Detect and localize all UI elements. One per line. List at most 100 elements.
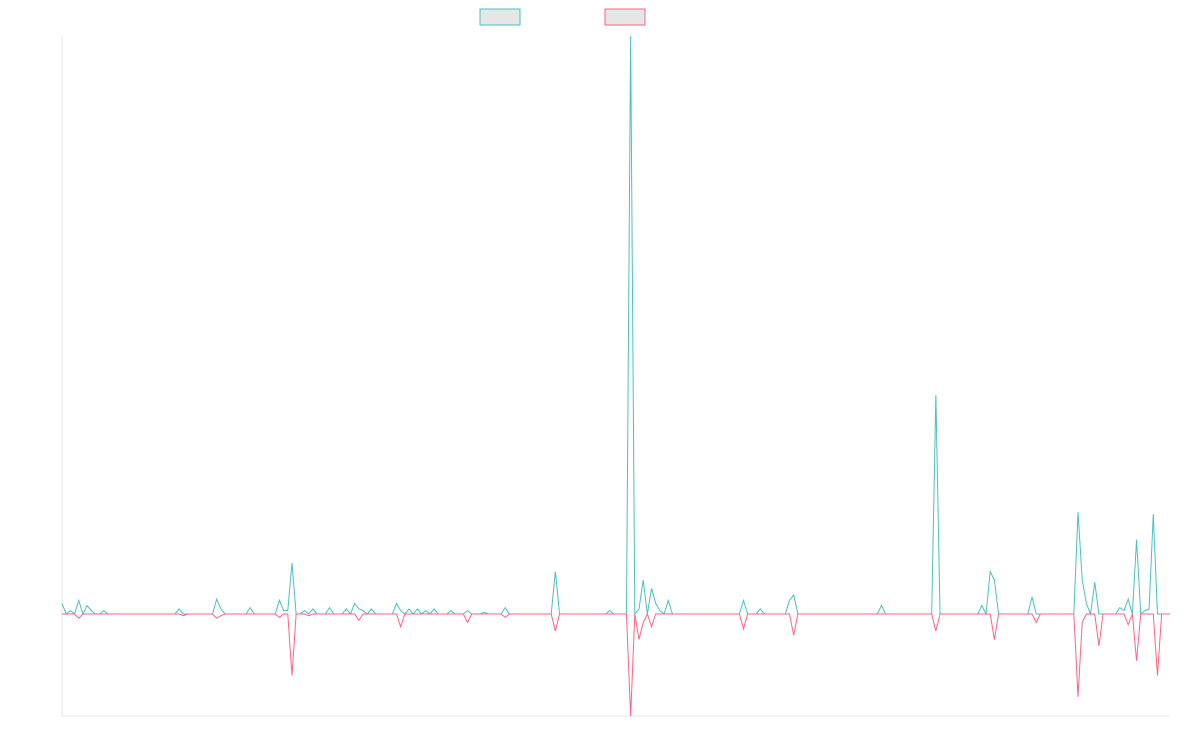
data-point-s1-28[interactable]: [308, 613, 309, 614]
data-point-s1-33[interactable]: [346, 608, 347, 609]
data-point-s1-74[interactable]: [651, 588, 652, 589]
data-point-s1-103[interactable]: [1031, 596, 1032, 597]
data-point-s2-37[interactable]: [638, 639, 639, 640]
data-point-s2-49[interactable]: [935, 630, 936, 631]
data-point-s1-76[interactable]: [659, 610, 660, 611]
data-point-s2-27[interactable]: [471, 613, 472, 614]
data-point-s1-35[interactable]: [354, 603, 355, 604]
data-point-s2-57[interactable]: [1073, 613, 1074, 614]
data-point-s2-59[interactable]: [1082, 622, 1083, 623]
data-point-s1-58[interactable]: [484, 612, 485, 613]
data-point-s2-47[interactable]: [797, 613, 798, 614]
data-point-s1-52[interactable]: [450, 610, 451, 611]
data-point-s2-28[interactable]: [500, 613, 501, 614]
data-point-s1-64[interactable]: [555, 571, 556, 572]
data-point-s1-19[interactable]: [250, 607, 251, 608]
data-point-s1-44[interactable]: [408, 608, 409, 609]
data-point-s2-15[interactable]: [296, 613, 297, 614]
data-point-s1-99[interactable]: [990, 571, 991, 572]
data-point-s1-39[interactable]: [371, 608, 372, 609]
data-point-s2-22[interactable]: [396, 613, 397, 614]
data-point-s2-39[interactable]: [647, 613, 648, 614]
data-point-s1-46[interactable]: [417, 608, 418, 609]
data-point-s2-69[interactable]: [1153, 613, 1154, 614]
data-point-s2-20[interactable]: [358, 620, 359, 621]
data-point-s1-4[interactable]: [78, 600, 79, 601]
data-point-s1-2[interactable]: [70, 610, 71, 611]
data-point-s2-14[interactable]: [291, 675, 292, 676]
data-point-s1-78[interactable]: [668, 600, 669, 601]
data-point-s1-24[interactable]: [287, 610, 288, 611]
data-point-s2-43[interactable]: [743, 628, 744, 629]
data-point-s2-4[interactable]: [183, 615, 184, 616]
data-point-s2-63[interactable]: [1103, 613, 1104, 614]
data-point-s1-29[interactable]: [312, 608, 313, 609]
data-point-s2-13[interactable]: [287, 613, 288, 614]
data-point-s2-9[interactable]: [224, 613, 225, 614]
data-point-s2-56[interactable]: [1040, 613, 1041, 614]
data-point-s2-66[interactable]: [1132, 613, 1133, 614]
data-point-s2-70[interactable]: [1157, 675, 1158, 676]
data-point-s1-27[interactable]: [304, 610, 305, 611]
data-point-s2-25[interactable]: [463, 613, 464, 614]
data-point-s2-38[interactable]: [643, 622, 644, 623]
data-point-s2-54[interactable]: [1031, 613, 1032, 614]
data-point-s1-113[interactable]: [1119, 607, 1120, 608]
data-point-s1-6[interactable]: [86, 605, 87, 606]
data-point-s1-94[interactable]: [935, 395, 936, 396]
data-point-s1-119[interactable]: [1144, 610, 1145, 611]
data-point-s1-110[interactable]: [1094, 582, 1095, 583]
data-point-s1-111[interactable]: [1098, 613, 1099, 614]
data-point-s1-81[interactable]: [743, 600, 744, 601]
data-point-s1-37[interactable]: [362, 610, 363, 611]
data-point-s2-0[interactable]: [61, 613, 62, 614]
data-point-s2-36[interactable]: [634, 613, 635, 614]
data-point-s1-117[interactable]: [1136, 539, 1137, 540]
data-point-s1-67[interactable]: [609, 610, 610, 611]
data-point-s2-8[interactable]: [220, 615, 221, 616]
data-point-s2-1[interactable]: [78, 618, 79, 619]
data-point-s2-62[interactable]: [1098, 645, 1099, 646]
legend-swatch-series-1[interactable]: [479, 8, 521, 26]
data-point-s2-29[interactable]: [505, 617, 506, 618]
data-point-s2-44[interactable]: [747, 613, 748, 614]
data-point-s1-42[interactable]: [400, 610, 401, 611]
data-point-s2-33[interactable]: [559, 613, 560, 614]
data-point-s1-115[interactable]: [1128, 599, 1129, 600]
data-point-s2-71[interactable]: [1161, 613, 1162, 614]
data-point-s2-18[interactable]: [312, 613, 313, 614]
data-point-s2-67[interactable]: [1136, 660, 1137, 661]
data-point-s1-36[interactable]: [358, 608, 359, 609]
data-point-s2-2[interactable]: [82, 613, 83, 614]
data-point-s2-30[interactable]: [509, 613, 510, 614]
data-point-s2-68[interactable]: [1140, 613, 1141, 614]
data-point-s1-7[interactable]: [91, 610, 92, 611]
data-point-s2-55[interactable]: [1036, 622, 1037, 623]
data-point-s2-17[interactable]: [308, 615, 309, 616]
data-point-s2-45[interactable]: [789, 613, 790, 614]
data-point-s2-52[interactable]: [994, 639, 995, 640]
data-point-s1-88[interactable]: [793, 594, 794, 595]
data-point-s2-34[interactable]: [626, 613, 627, 614]
data-point-s1-97[interactable]: [981, 605, 982, 606]
data-point-s1-106[interactable]: [1077, 511, 1078, 512]
data-point-s2-21[interactable]: [362, 613, 363, 614]
data-point-s2-64[interactable]: [1123, 613, 1124, 614]
data-point-s1-48[interactable]: [425, 610, 426, 611]
data-point-s2-19[interactable]: [354, 613, 355, 614]
data-point-s1-69[interactable]: [630, 35, 631, 36]
data-point-s1-84[interactable]: [760, 608, 761, 609]
data-point-s1-61[interactable]: [505, 607, 506, 608]
data-point-s2-50[interactable]: [939, 613, 940, 614]
data-point-s1-120[interactable]: [1148, 608, 1149, 609]
data-point-s2-40[interactable]: [651, 626, 652, 627]
data-point-s2-6[interactable]: [212, 613, 213, 614]
data-point-s1-23[interactable]: [283, 610, 284, 611]
data-point-s1-100[interactable]: [994, 579, 995, 580]
legend-swatch-series-2[interactable]: [604, 8, 646, 26]
data-point-s1-12[interactable]: [178, 608, 179, 609]
data-point-s2-10[interactable]: [275, 613, 276, 614]
data-point-s2-7[interactable]: [216, 618, 217, 619]
data-point-s2-23[interactable]: [400, 626, 401, 627]
data-point-s2-51[interactable]: [990, 613, 991, 614]
